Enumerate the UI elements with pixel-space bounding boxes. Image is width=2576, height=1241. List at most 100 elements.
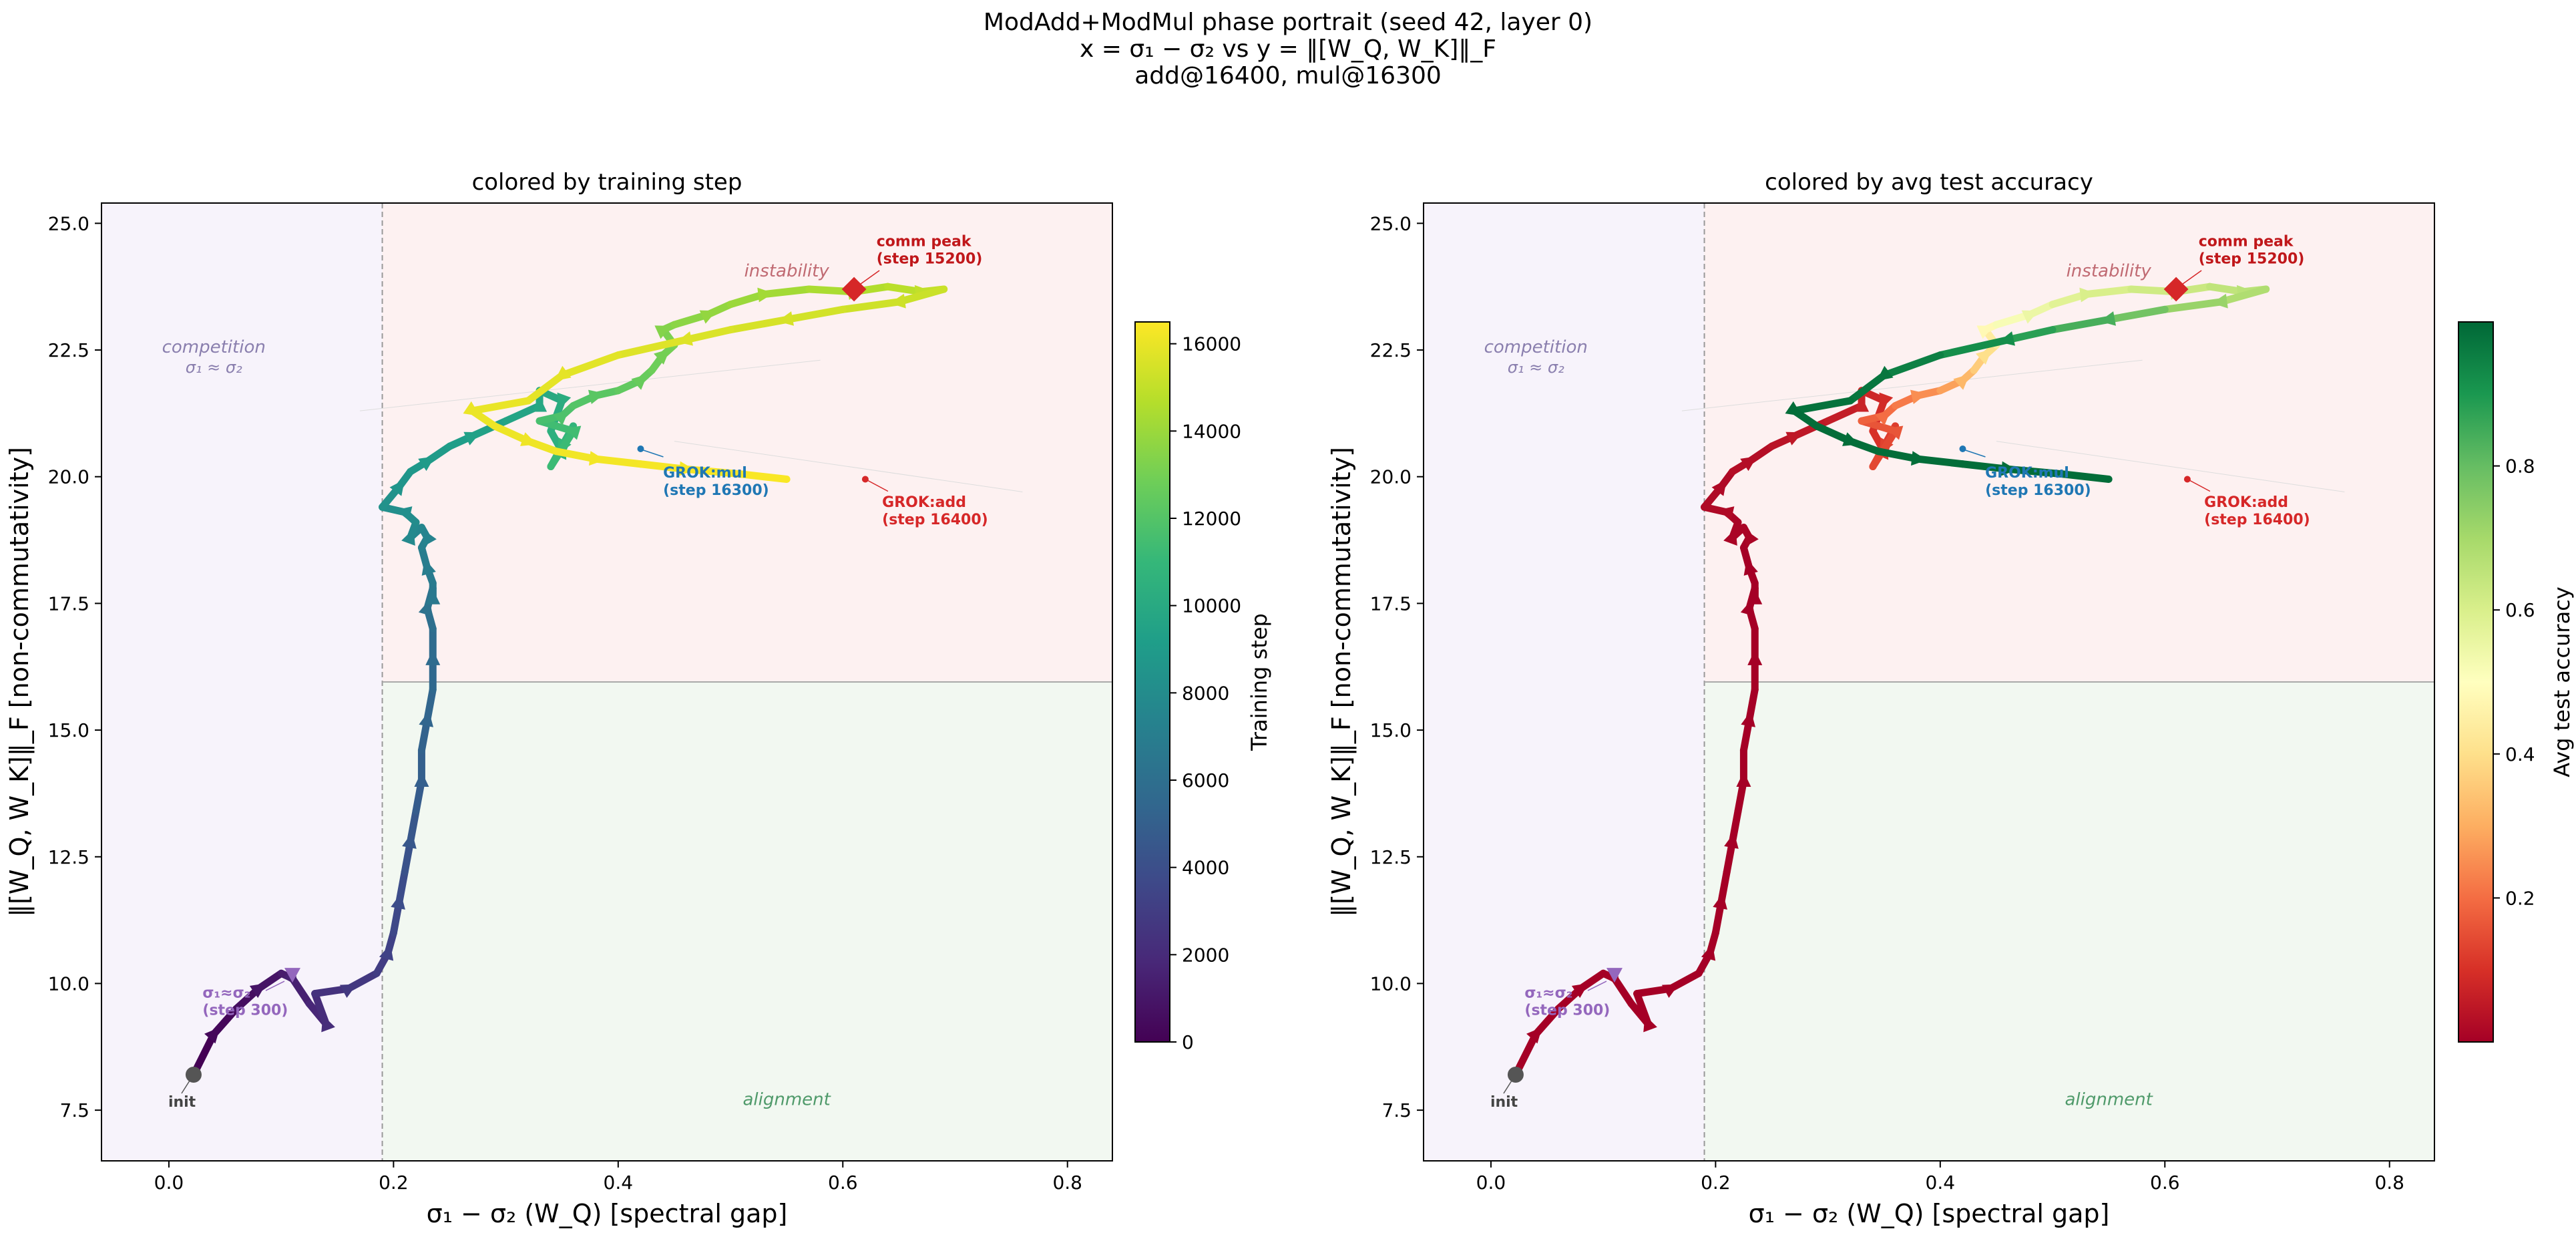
trajectory-arrowhead [249,983,267,999]
trajectory-arrowhead [1723,528,1737,546]
grok-mul-label-line: GROK:mul [663,465,747,482]
trajectory-arrowhead [552,409,570,425]
trajectory-segment [1874,448,1922,463]
trajectory-arrowhead [1743,558,1758,576]
trajectory-arrowhead [1711,479,1727,496]
trajectory-arrowhead [520,432,538,446]
region-label-competition: competition σ₁ ≈ σ₂ [1484,337,1588,377]
y-tick-label: 22.5 [48,339,89,361]
region-instability-bg [1704,203,2434,682]
trajectory-arrowhead [654,349,670,365]
trajectory-segment [636,460,690,473]
sigma-eq-label: σ₁≈σ₂ (step 300) [202,985,288,1019]
x-tick-label: 0.8 [1052,1172,1082,1194]
x-tick-label: 0.0 [1476,1172,1506,1194]
comm-peak-label-line: (step 15200) [2199,250,2305,267]
trajectory-segment [2060,470,2113,484]
region-label-instability: instability [2067,261,2152,281]
guide-line [1996,441,2345,492]
trajectory-segment [614,336,690,359]
sigma-eq-label-line: σ₁≈σ₂ [202,985,250,1002]
region-label-alignment: alignment [2065,1090,2153,1110]
comm-peak-label-line: (step 15200) [877,250,983,267]
trajectory-arrowhead [1526,1027,1542,1044]
trajectory-arrowhead [423,529,437,546]
init-label: init [1490,1094,1518,1111]
colorbar-tick-label: 2000 [1182,944,1229,966]
colorbar-tick-label: 0.8 [2505,456,2535,478]
panel-training-step: competition σ₁ ≈ σ₂ instability alignment in… [5,169,1113,1228]
trajectory-arrowhead [463,401,480,416]
y-tick-label: 12.5 [1370,846,1412,868]
trajectory-arrowhead [1571,983,1589,999]
trajectory-arrowhead [463,431,481,446]
y-tick-label: 10.0 [48,972,89,995]
sigma-leader [265,981,285,991]
y-tick-label: 25.0 [48,212,89,234]
trajectory-segment [682,465,746,478]
trajectory-arrowhead [631,374,648,390]
trajectory-arrowhead [557,392,572,410]
panel-test-accuracy: competition σ₁ ≈ σ₂ instability alignment in… [1327,169,2435,1228]
trajectory-segment [558,351,622,379]
suptitle-line: ModAdd+ModMul phase portrait (seed 42, l… [984,9,1592,36]
colorbar-test-accuracy: 0.2 0.4 0.6 0.8 Avg test accuracy [2458,321,2575,1043]
comm-peak-label-line: comm peak [2199,233,2294,250]
comm-peak-leader [2182,270,2202,285]
grok-mul-label: GROK:mul (step 16300) [663,465,769,499]
trajectory-segment [839,298,903,313]
y-tick-label: 20.0 [1370,466,1412,488]
grok-mul-leader [1965,450,1986,458]
grok-add-leader [867,480,889,492]
guide-line [674,441,1023,492]
y-tick-label: 17.5 [1370,592,1412,614]
x-tick-label: 0.4 [604,1172,634,1194]
trajectory-arrowhead [889,293,906,309]
trajectory-arrowhead [589,451,606,466]
y-tick-label: 7.5 [59,1099,89,1121]
grok-add-label: GROK:add (step 16400) [882,494,988,528]
y-axis-label: ‖[W_Q, W_K]‖_F [non-commutativity] [5,447,35,917]
trajectory-segment [2004,326,2057,344]
trajectory-arrowhead [414,771,429,787]
comm-peak-marker [2163,277,2189,302]
trajectory-arrowhead [1976,325,1994,339]
grok-mul-marker [1959,445,1966,452]
colorbar-label: Training step [1247,613,1272,751]
colorbar-tick-label: 10000 [1182,595,1241,617]
trajectory-segment [1790,397,1854,415]
x-axis-label: σ₁ − σ₂ (W_Q) [spectral gap] [1749,1199,2110,1228]
grok-add-marker [2183,476,2191,483]
guide-line [1681,359,2143,411]
trajectory-arrowhead [418,456,435,472]
trajectory-arrowhead [1876,365,1894,381]
trajectory-arrowhead [757,287,774,303]
trajectory-segment [783,305,847,324]
trajectory-arrowhead [1953,374,1970,390]
trajectory-segment [1813,422,1854,446]
y-tick-label: 7.5 [1381,1099,1412,1121]
colorbar-tick-label: 4000 [1182,857,1229,879]
trajectory-arrowhead [391,893,405,910]
trajectory-arrowhead [1717,506,1735,521]
colorbar-tick-label: 8000 [1182,682,1229,704]
trajectory-segment [895,285,948,306]
colorbar-tick-label: 0.6 [2505,599,2535,621]
x-tick-label: 0.4 [1926,1172,1956,1194]
trajectory-segment [2217,285,2270,306]
guide-line [359,359,821,411]
grok-mul-leader [643,450,664,458]
trajectory-segment [726,316,791,334]
region-label-line: competition [1484,337,1588,357]
sigma-leader [1587,981,1607,991]
y-tick-label: 17.5 [48,592,89,614]
trajectory-arrowhead [1701,944,1716,961]
panel-title: colored by avg test accuracy [1765,169,2093,196]
sigma-eq-label-line: (step 300) [1524,1003,1610,1019]
colorbar-tick-label: 16000 [1182,333,1241,355]
trajectory-arrowhead [421,558,436,576]
grok-add-label-line: (step 16400) [882,512,988,528]
init-marker [1507,1067,1524,1083]
region-label-alignment: alignment [742,1090,831,1110]
trajectory-arrowhead [1741,711,1756,727]
